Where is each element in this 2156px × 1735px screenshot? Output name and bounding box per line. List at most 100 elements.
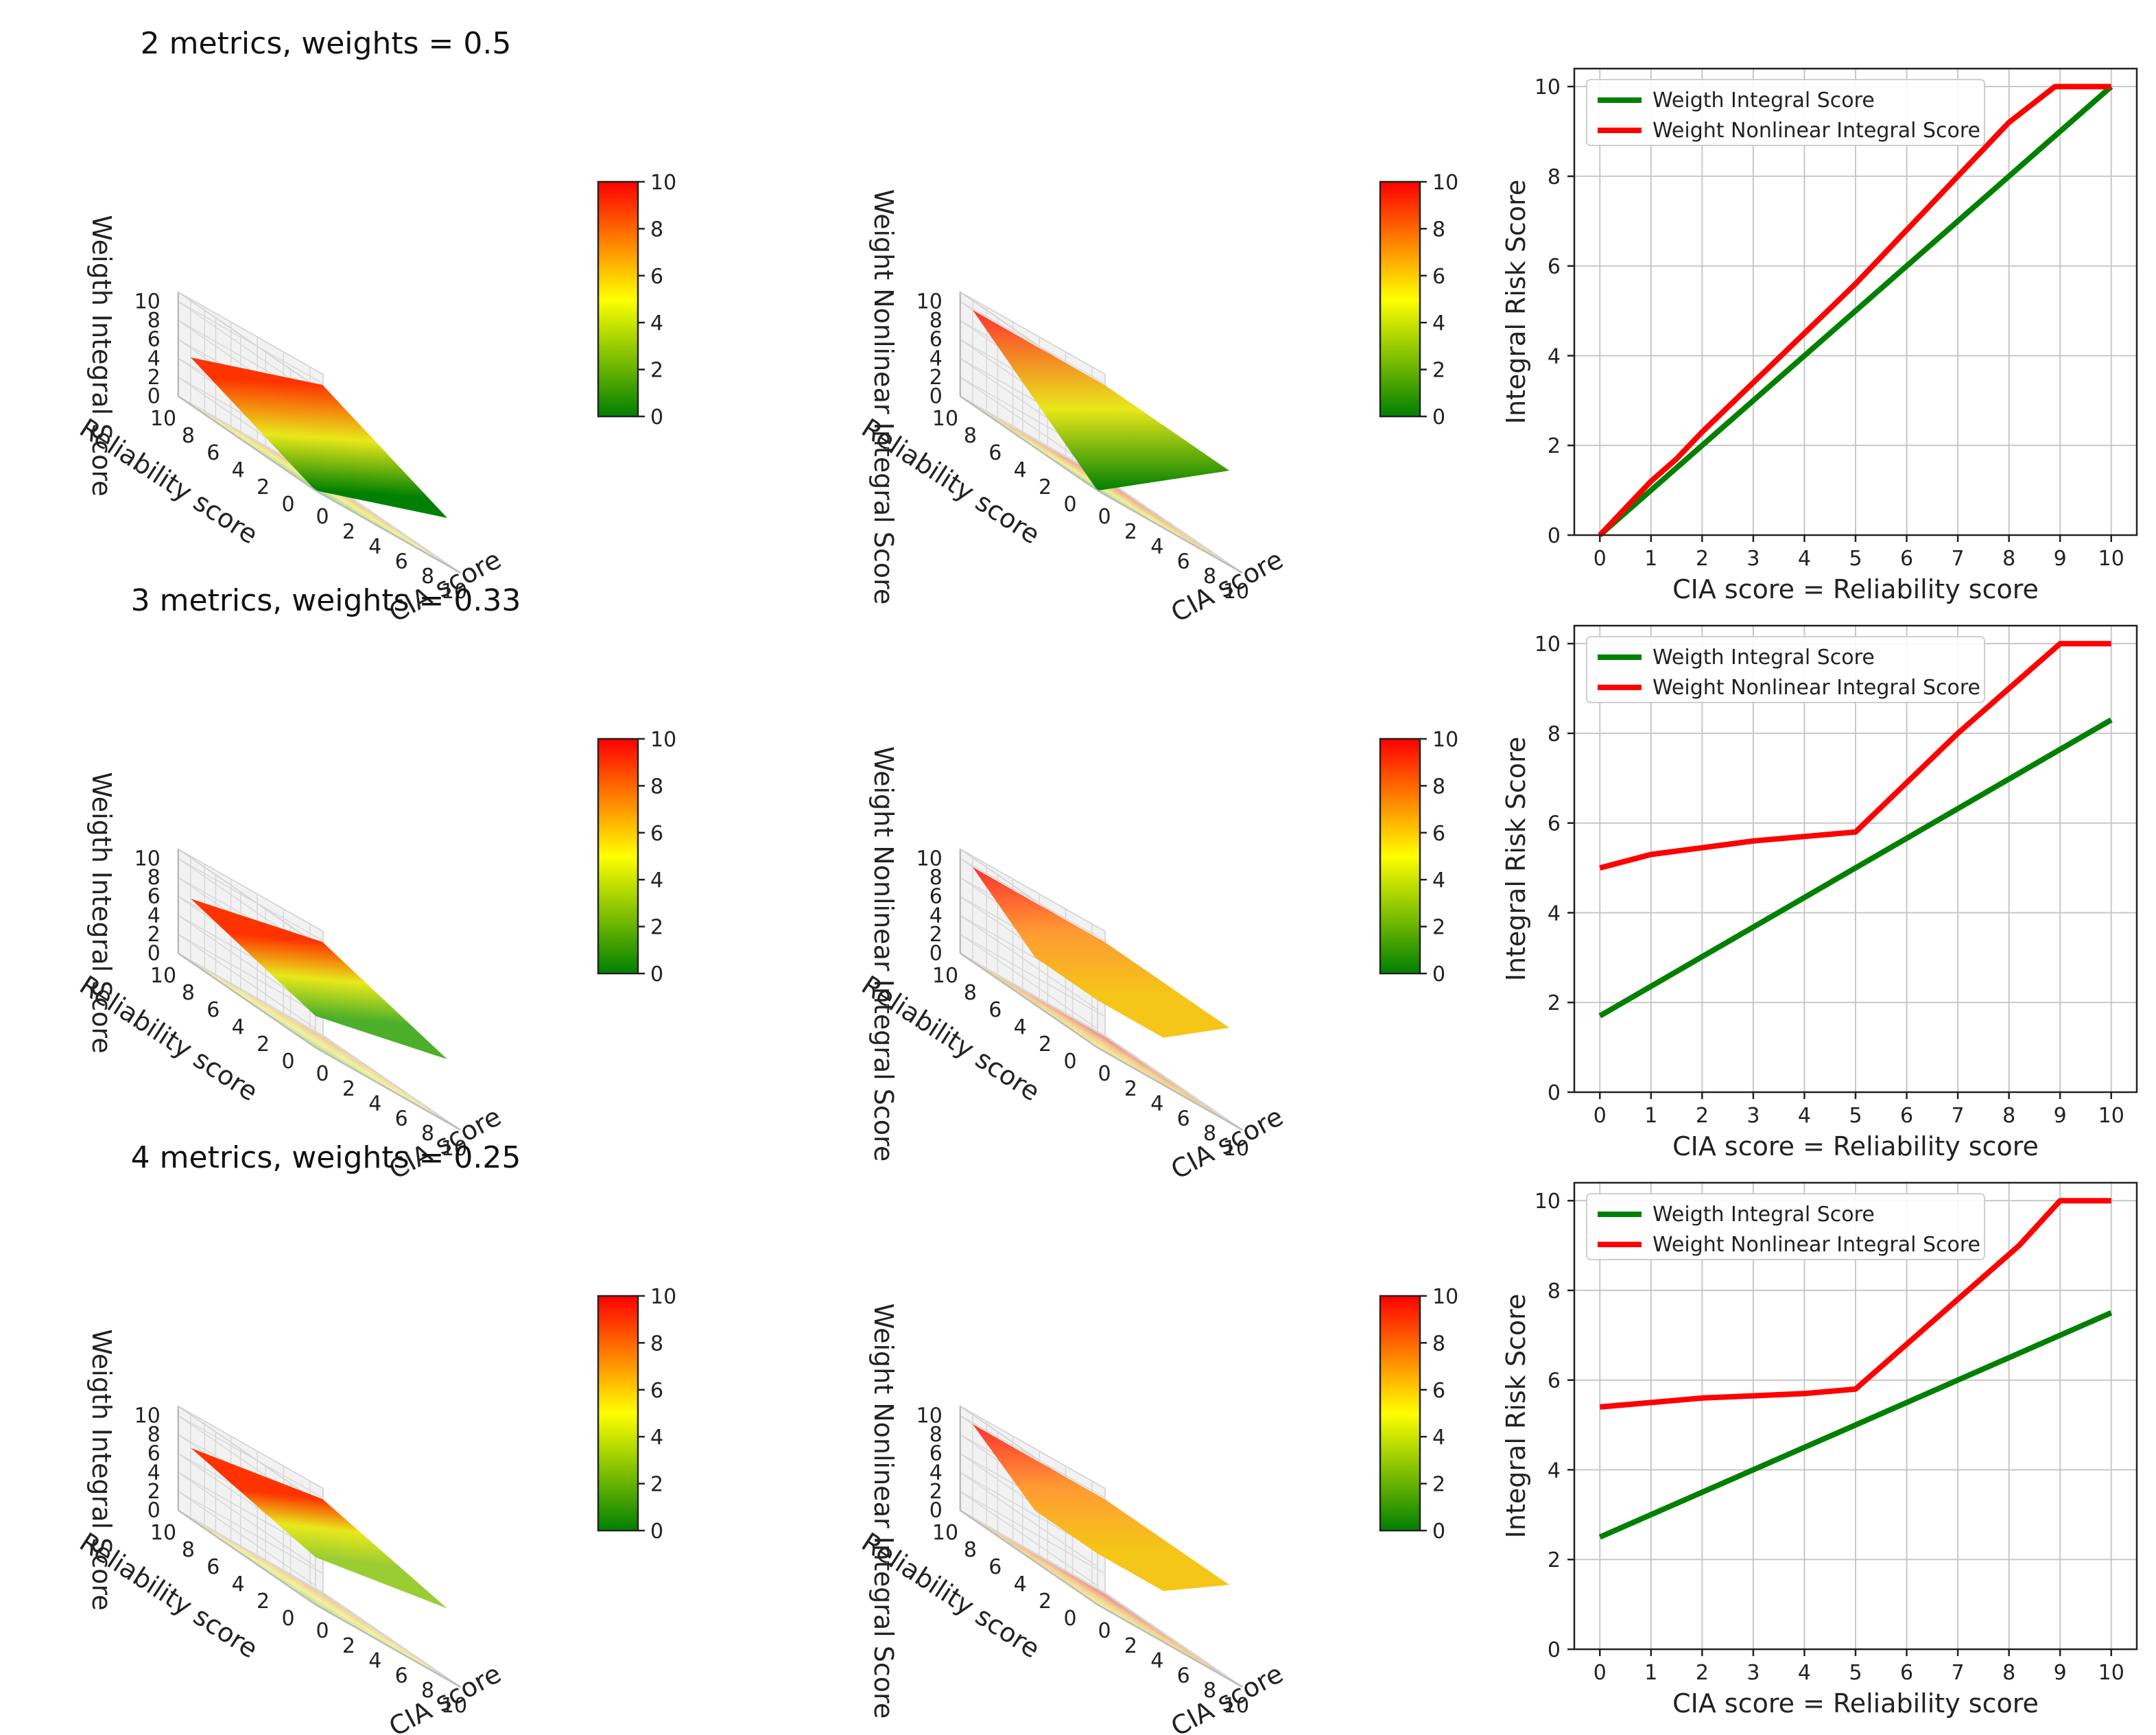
plot-frame — [1573, 67, 2138, 536]
x-tick-label: 10 — [441, 1694, 467, 1718]
y-tick-label: 8 — [964, 981, 977, 1005]
x-tick-label: 7 — [1952, 1661, 1965, 1685]
y-tick-label: 0 — [281, 493, 294, 517]
colorbar-tick-label: 2 — [1432, 1473, 1445, 1497]
back-grid — [960, 952, 1106, 1037]
surface-plot-linear-row2 — [177, 848, 461, 1131]
side-grid — [960, 914, 1098, 1011]
series-line-nonlinear — [1599, 1198, 2111, 1410]
x-tick-label: 4 — [1150, 1092, 1163, 1116]
x-tick-label: 6 — [1177, 550, 1190, 574]
y-tick-label: 8 — [182, 424, 195, 448]
y-axis-line — [960, 1509, 1098, 1606]
y-tick-label: 0 — [281, 1607, 294, 1631]
z-tick-label: 8 — [929, 1423, 943, 1447]
y-tick-label: 10 — [150, 1521, 176, 1545]
y-tick-label: 2 — [1039, 475, 1052, 499]
y-tick-label: 0 — [1548, 1081, 1561, 1105]
x-tick-label: 8 — [421, 565, 434, 589]
surface-plot-nonlinear-row3 — [959, 1405, 1243, 1688]
z-tick-label: 6 — [147, 1442, 161, 1466]
legend-label: Weigth Integral Score — [1652, 88, 1875, 113]
colorbar-tick-label: 10 — [650, 728, 676, 752]
z-tick-label: 8 — [147, 309, 161, 333]
x-tick-label: 2 — [1696, 1104, 1709, 1128]
x-tick-label: 1 — [1644, 547, 1657, 571]
colorbar-tick-label: 10 — [650, 171, 676, 195]
y-axis-line — [960, 395, 1098, 492]
side-grid — [960, 934, 1098, 1030]
y-tick-label: 2 — [257, 1032, 270, 1057]
z-tick-label: 8 — [929, 866, 943, 890]
y-axis-line — [178, 1509, 316, 1606]
y-tick-label: 6 — [1548, 812, 1561, 836]
back-grid — [178, 1491, 324, 1574]
z-tick-label: 4 — [147, 1461, 161, 1485]
colorbar-tick-label: 0 — [650, 405, 663, 429]
side-grid — [178, 1491, 316, 1587]
y-tick-label: 0 — [281, 1050, 294, 1074]
z-tick-label: 2 — [929, 1480, 943, 1504]
x-tick-label: 3 — [1746, 1104, 1760, 1128]
x-tick-label: 1 — [1644, 1661, 1657, 1685]
x-tick-label: 4 — [368, 1649, 381, 1673]
surface-plot-linear-row3 — [177, 1405, 461, 1688]
y-tick-label: 10 — [150, 407, 176, 431]
back-grid — [178, 858, 324, 942]
y-tick-label: 0 — [1548, 1638, 1561, 1662]
z-tick-label: 6 — [147, 328, 161, 352]
y-tick-label: 2 — [1548, 434, 1561, 458]
legend-label: Weight Nonlinear Integral Score — [1652, 676, 1980, 700]
y-tick-label: 10 — [1535, 75, 1561, 99]
y-tick-label: 10 — [1535, 633, 1561, 657]
y-tick-label: 2 — [1548, 991, 1561, 1015]
z-tick-label: 4 — [929, 904, 943, 928]
x-tick-label: 8 — [421, 1679, 434, 1703]
colorbar-tick-label: 2 — [1432, 359, 1445, 383]
x-tick-label: 5 — [1849, 1104, 1862, 1128]
y-tick-label: 8 — [1548, 165, 1561, 189]
series-line-nonlinear — [1599, 641, 2111, 871]
x-tick-label: 1 — [1644, 1104, 1657, 1128]
colorbar-tick-label: 10 — [1432, 728, 1458, 752]
x-tick-label: 8 — [1203, 1679, 1216, 1703]
x-tick-label: 4 — [1150, 535, 1163, 559]
x-tick-label: 8 — [2002, 547, 2015, 571]
x-tick-label: 2 — [1696, 547, 1709, 571]
x-axis-line — [1097, 1046, 1243, 1131]
colorbar-tick-label: 0 — [1432, 405, 1445, 429]
surface-mesh — [191, 357, 447, 518]
back-grid — [178, 952, 324, 1037]
z-tick-label: 4 — [929, 1461, 943, 1485]
floor-projection — [973, 962, 1229, 1122]
z-tick-label: 8 — [147, 1423, 161, 1447]
x-tick-label: 4 — [1150, 1649, 1163, 1673]
y-tick-label: 6 — [988, 998, 1002, 1022]
y-tick-label: 6 — [206, 441, 220, 465]
back-grid — [960, 300, 1106, 385]
colorbar — [597, 1295, 639, 1532]
back-grid — [960, 1491, 1106, 1574]
colorbar-tick-label: 8 — [650, 775, 663, 799]
x-tick-label: 0 — [1594, 1104, 1607, 1128]
y-axis-line — [178, 395, 316, 492]
side-grid — [960, 1491, 1098, 1587]
colorbar-tick-label: 6 — [1432, 265, 1445, 289]
x-tick-label: 0 — [1098, 1062, 1111, 1086]
y-tick-label: 10 — [1535, 1190, 1561, 1214]
x-tick-label: 8 — [421, 1122, 434, 1146]
line-chart-row3 — [1567, 1181, 2138, 1656]
colorbar-tick-label: 2 — [650, 1473, 663, 1497]
z-tick-label: 6 — [929, 328, 943, 352]
x-tick-label: 7 — [1952, 1104, 1965, 1128]
z-tick-label: 10 — [134, 290, 161, 314]
x-tick-label: 9 — [2054, 1104, 2067, 1128]
x-tick-label: 6 — [1900, 1661, 1913, 1685]
surface-mesh — [973, 867, 1229, 1038]
row-title: 2 metrics, weights = 0.5 — [141, 26, 512, 61]
y-tick-label: 2 — [257, 475, 270, 499]
y-tick-label: 0 — [1063, 1050, 1076, 1074]
x-axis-label: CIA score = Reliability score — [1672, 1688, 2039, 1719]
colorbar-tick-label: 4 — [1432, 869, 1445, 893]
